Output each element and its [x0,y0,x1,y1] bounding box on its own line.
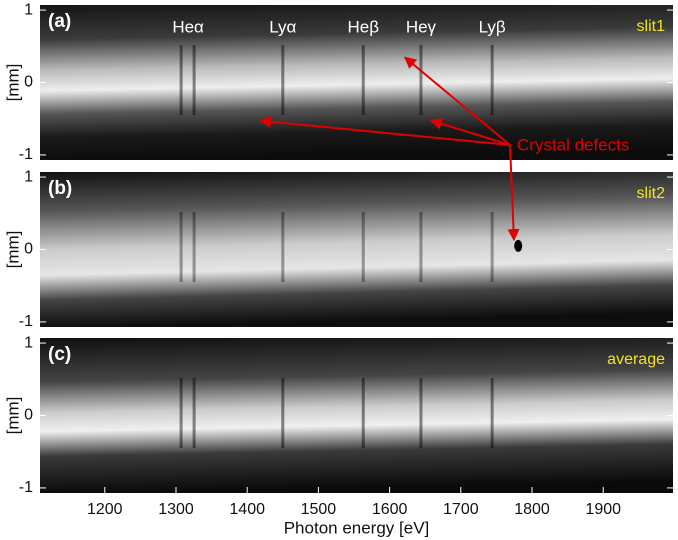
callout-arrow [507,144,520,242]
x-tick-label: 1600 [372,501,408,518]
x-tick-label: 1900 [585,501,621,518]
x-tick-label: 1200 [87,501,123,518]
x-tick-label: 1800 [514,501,550,518]
defect-spot [514,239,523,252]
y-tick-label: 0 [24,74,33,91]
panel-tag: slit1 [637,18,666,35]
spectrum-image [40,338,673,493]
line-label: Lyβ [479,17,506,36]
y-tick-label: -1 [19,479,33,496]
callout-arrow [259,115,511,146]
y-tick-label: -1 [19,146,33,163]
spectrum-image [40,172,673,327]
x-axis-label: Photon energy [eV] [284,518,430,537]
x-tick-label: 1300 [158,501,194,518]
y-axis-label: [mm] [3,64,22,102]
line-label: Heγ [406,17,437,36]
y-axis-label: [mm] [3,397,22,435]
panel-label: (a) [48,11,71,32]
y-axis-label: [mm] [3,231,22,269]
y-tick-label: 0 [24,241,33,258]
spectrum-image [40,5,673,160]
callout-label: Crystal defects [517,135,629,154]
panel-tag: average [607,351,665,368]
y-tick-label: 1 [24,334,33,351]
panel-label: (c) [48,344,71,365]
y-tick-label: 1 [24,168,33,185]
x-tick-label: 1500 [301,501,337,518]
panel-tag: slit2 [637,185,666,202]
y-tick-label: -1 [19,313,33,330]
panel-label: (b) [48,178,72,199]
line-label: Heα [172,17,204,36]
y-tick-label: 0 [24,407,33,424]
callout-arrow [429,117,511,146]
y-tick-label: 1 [24,1,33,18]
x-tick-label: 1700 [443,501,479,518]
line-label: Lyα [269,17,296,36]
x-tick-label: 1400 [229,501,265,518]
callout-arrow [403,56,511,146]
line-label: Heβ [348,17,380,36]
